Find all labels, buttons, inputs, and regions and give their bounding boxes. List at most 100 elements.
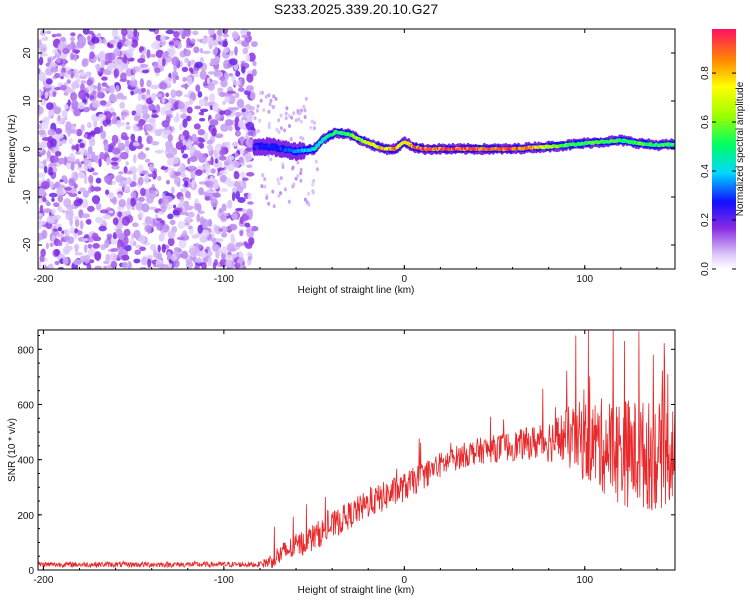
snr-y-ticks: 0 200 400 600 800 <box>17 335 675 577</box>
spectrogram-cell <box>51 234 56 241</box>
spectrogram-cell <box>87 243 93 249</box>
spectrogram-cell <box>70 37 75 42</box>
spectrogram-cell <box>170 253 177 262</box>
spectrogram-cell <box>155 104 161 113</box>
spectrogram-cell <box>241 261 245 266</box>
spectrogram-cell <box>312 126 316 131</box>
spectrogram-cell <box>67 209 74 217</box>
spectrogram-cell <box>284 111 288 116</box>
spectrogram-cell <box>125 170 133 175</box>
spectrogram-cell <box>188 211 195 218</box>
spectrogram-cell <box>38 199 43 204</box>
spectrogram-cell <box>110 248 119 252</box>
spectrogram-cell <box>92 172 99 176</box>
spectrogram-cell <box>252 60 257 67</box>
spectrogram-cell <box>38 261 42 269</box>
spectrogram-cell <box>184 216 192 222</box>
spectrogram-cell <box>54 72 61 79</box>
spectrogram-cell <box>201 219 210 229</box>
colorbar: 0.0 0.2 0.4 0.6 0.8 Normalized spectral ampl… <box>700 29 746 276</box>
spectrogram-cell <box>311 189 315 193</box>
spectrogram-cell <box>56 186 64 196</box>
spectrogram-cell <box>88 30 94 35</box>
x-tick-label: 0 <box>402 575 408 586</box>
spectrogram-cell <box>233 171 240 180</box>
spectrogram-cell <box>194 264 200 269</box>
spectrogram-cells <box>38 29 675 269</box>
spectrogram-cell <box>294 176 298 181</box>
spectrogram-cell <box>116 120 122 128</box>
spectrogram-cell <box>228 58 238 66</box>
spectrogram-cell <box>73 199 83 207</box>
spectrogram-cell <box>149 53 156 58</box>
spectrogram-cell <box>94 265 103 269</box>
spectrogram-cell <box>277 130 281 134</box>
spectrogram-cell <box>146 135 153 145</box>
spectrogram-cell <box>284 116 288 121</box>
spectrogram-cell <box>140 187 146 197</box>
spectrogram-cell <box>120 29 128 36</box>
spectrogram-cell <box>126 79 131 86</box>
spectrogram-cell <box>175 75 180 81</box>
spectrogram-cell <box>111 164 120 170</box>
spectrogram-cell <box>189 145 197 152</box>
spectrogram-cell <box>240 171 246 179</box>
spectrogram-cell <box>130 197 136 207</box>
spectrogram-cell <box>279 113 283 118</box>
spectrogram-cell <box>228 223 238 231</box>
spectrogram-cell <box>150 84 160 90</box>
spectrogram-cell <box>38 172 46 179</box>
spectrogram-cell <box>246 164 253 168</box>
spectrogram-cell <box>231 77 236 82</box>
spectrogram-cell <box>197 91 203 98</box>
spectrogram-cell <box>193 140 198 145</box>
spectrogram-cell <box>313 120 316 125</box>
spectrogram-cell <box>164 192 173 197</box>
spectrogram-cell <box>139 246 147 251</box>
spectrogram-cell <box>38 187 46 197</box>
y-tick-label: 600 <box>17 400 34 411</box>
spectrogram-cell <box>178 238 187 249</box>
spectrogram-cell <box>112 196 117 205</box>
spectrogram-cell <box>309 125 313 130</box>
spectrogram-cell <box>141 170 149 175</box>
spectrogram-cell <box>55 128 63 135</box>
spectrogram-cell <box>98 72 103 77</box>
spectrogram-cell <box>68 177 76 187</box>
spectrogram-cell <box>83 174 88 185</box>
spectrogram-cell <box>296 174 300 179</box>
spectrogram-cell <box>64 187 72 191</box>
spectrogram-cell <box>133 229 141 239</box>
spectrogram-cell <box>160 106 167 116</box>
spectrogram-cell <box>113 68 120 78</box>
spectrogram-cell <box>140 256 149 266</box>
spectrogram-cell <box>302 104 306 109</box>
spectrogram-cell <box>43 165 48 174</box>
spectrogram-cell <box>259 91 263 95</box>
spectrogram-cell <box>246 31 251 36</box>
spectrogram-cell <box>104 175 113 184</box>
spectrogram-cell <box>83 133 88 139</box>
spectrogram-cell <box>241 65 246 74</box>
y-tick-label: 800 <box>17 345 34 356</box>
spectrogram-cell <box>48 192 58 198</box>
spectrogram-cell <box>125 161 129 166</box>
spectrogram-cell <box>38 89 41 98</box>
spectrogram-cell <box>182 153 189 159</box>
spectrogram-cell <box>141 87 146 93</box>
spectrogram-cell <box>212 48 218 56</box>
spectrogram-cell <box>88 259 95 264</box>
spectrogram-cell <box>196 203 202 212</box>
spectrogram-cell <box>103 260 110 265</box>
spectrogram-cell <box>77 171 86 179</box>
spectrogram-cell <box>226 180 236 188</box>
spectrogram-cell <box>223 109 232 116</box>
spectrogram-cell <box>193 250 197 258</box>
spectrogram-cell <box>117 220 124 230</box>
spectrogram-cell <box>312 178 316 183</box>
spectrogram-cell <box>51 208 56 216</box>
spectrogram-cell <box>267 93 271 98</box>
spectrogram-cell <box>59 179 64 183</box>
spectrogram-cell <box>63 198 72 208</box>
spectrogram-cell <box>241 77 245 86</box>
